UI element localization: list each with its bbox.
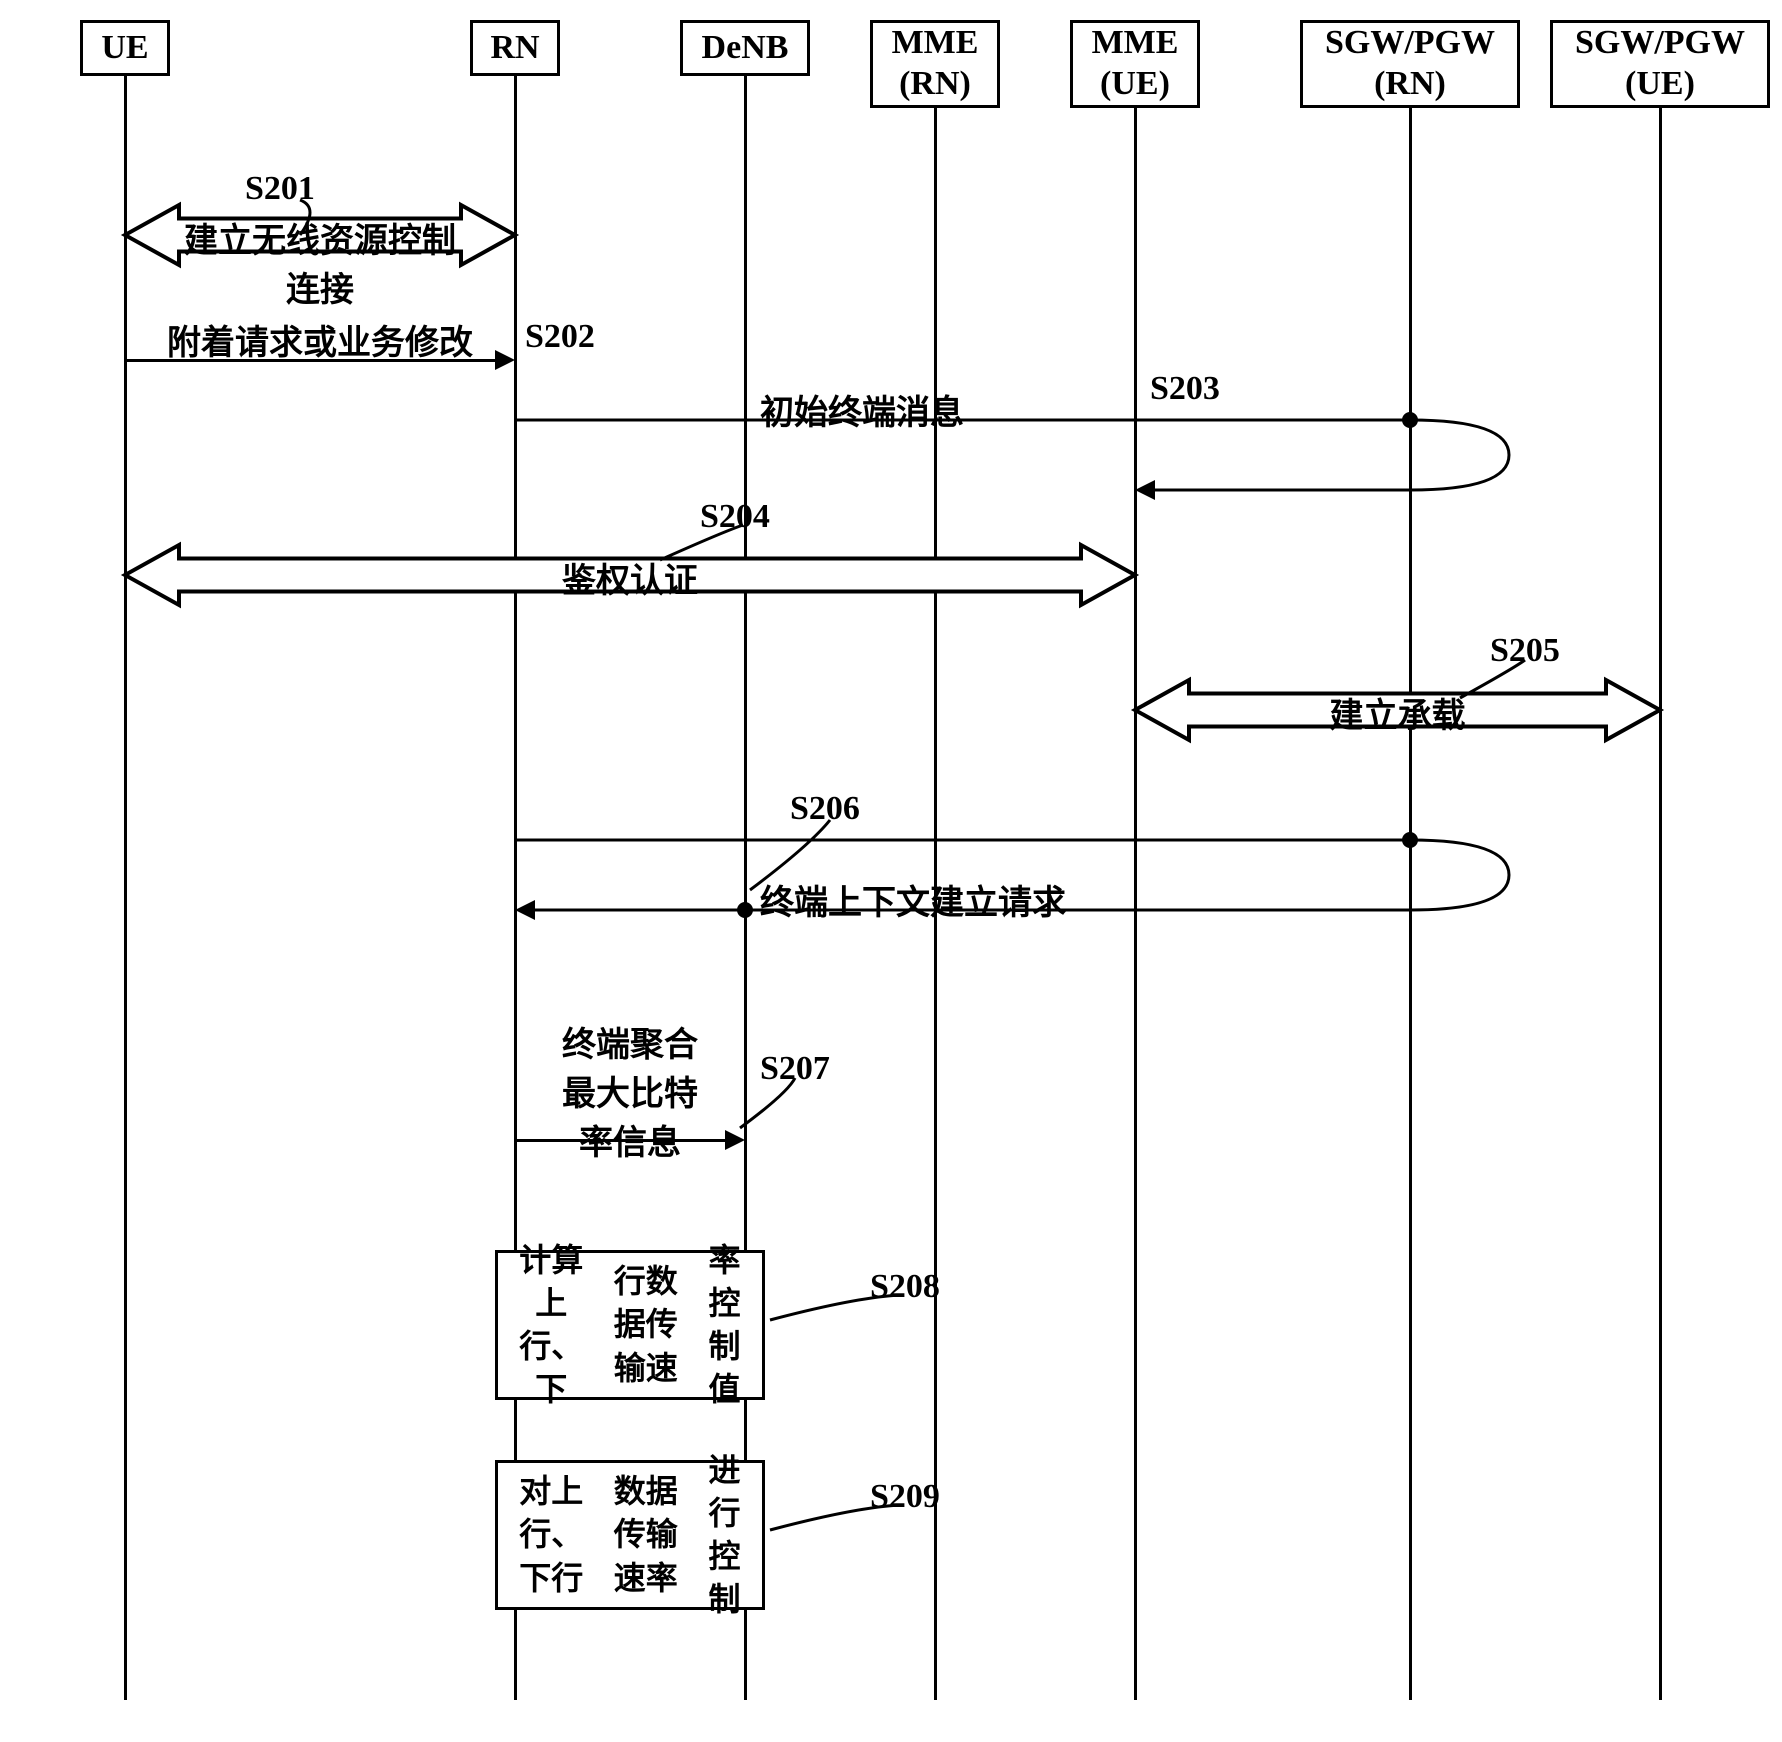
- participant-mme_rn: MME(RN): [870, 20, 1000, 108]
- participant-mme_ue: MME(UE): [1070, 20, 1200, 108]
- process-s208: 计算上行、下行数据传输速率控制值: [495, 1250, 765, 1400]
- participant-label: MME: [1079, 23, 1191, 64]
- participant-ue: UE: [80, 20, 170, 76]
- process-s209: 对上行、下行数据传输速率进行控制: [495, 1460, 765, 1610]
- block-arrow-s201-label: 建立无线资源控制连接: [179, 213, 461, 311]
- participant-rn: RN: [470, 20, 560, 76]
- participant-label: (RN): [1309, 64, 1511, 105]
- step-label-S206: S206: [790, 790, 860, 828]
- lifeline-mme_ue: [1134, 108, 1137, 1700]
- participant-label: DeNB: [689, 28, 801, 69]
- arrow-label-s202: 附着请求或业务修改: [135, 315, 505, 364]
- block-arrow-s204-label: 鉴权认证: [179, 553, 1081, 602]
- arrow-label-s207: 终端聚合最大比特率信息: [525, 1017, 735, 1164]
- participant-label: UE: [89, 28, 161, 69]
- block-arrow-s205-label: 建立承载: [1189, 688, 1606, 737]
- lifeline-sgw_rn: [1409, 108, 1412, 1700]
- lifeline-sgw_ue: [1659, 108, 1662, 1700]
- participant-sgw_ue: SGW/PGW(UE): [1550, 20, 1770, 108]
- participant-label: RN: [479, 28, 551, 69]
- participant-label: (RN): [879, 64, 991, 105]
- step-label-S203: S203: [1150, 370, 1220, 408]
- step-label-S204: S204: [700, 498, 770, 536]
- step-label-S209: S209: [870, 1478, 940, 1516]
- participant-label: (UE): [1559, 64, 1761, 105]
- lifeline-ue: [124, 76, 127, 1700]
- uturn-label-s206: 终端上下文建立请求: [760, 875, 1066, 924]
- step-label-S207: S207: [760, 1050, 830, 1088]
- sequence-diagram: UERNDeNBMME(RN)MME(UE)SGW/PGW(RN)SGW/PGW…: [20, 20, 1762, 1722]
- participant-denb: DeNB: [680, 20, 810, 76]
- step-label-S208: S208: [870, 1268, 940, 1306]
- participant-label: SGW/PGW: [1559, 23, 1761, 64]
- participant-sgw_rn: SGW/PGW(RN): [1300, 20, 1520, 108]
- participant-label: (UE): [1079, 64, 1191, 105]
- step-label-S201: S201: [245, 170, 315, 208]
- uturn-s203: [515, 420, 1509, 490]
- step-label-S202: S202: [525, 318, 595, 356]
- participant-label: SGW/PGW: [1309, 23, 1511, 64]
- step-label-S205: S205: [1490, 632, 1560, 670]
- lifeline-rn: [514, 76, 517, 1700]
- participant-label: MME: [879, 23, 991, 64]
- uturn-label-s203: 初始终端消息: [760, 385, 964, 434]
